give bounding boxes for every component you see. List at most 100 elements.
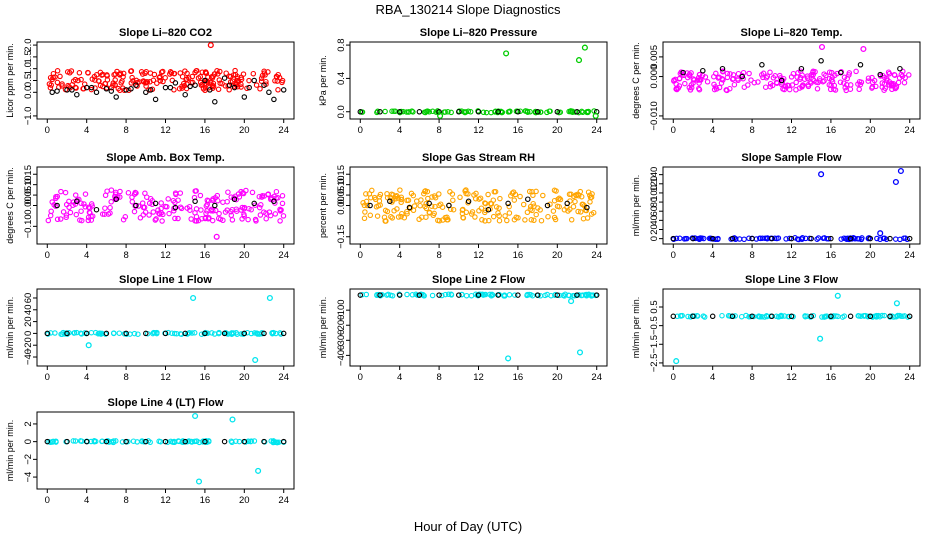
data-point <box>256 204 263 211</box>
data-point <box>568 217 575 223</box>
series-point <box>93 89 100 96</box>
series-point <box>426 200 432 207</box>
data-point <box>477 195 484 201</box>
data-point <box>901 79 908 86</box>
series-point <box>103 438 110 445</box>
series-point <box>74 91 80 98</box>
series-point <box>88 84 95 91</box>
y-tick-label: 0.10 <box>23 175 34 194</box>
data-point <box>193 68 199 74</box>
data-point <box>180 80 187 87</box>
x-tick-label: 4 <box>710 125 715 136</box>
data-point <box>275 71 281 78</box>
panel-title: Slope Gas Stream RH <box>422 152 535 164</box>
series-point <box>226 82 233 88</box>
x-tick-label: 20 <box>552 125 563 136</box>
data-point <box>249 189 256 196</box>
y-tick-label: 140 <box>649 167 660 183</box>
y-tick-label: 0 <box>23 439 34 444</box>
panel-title: Slope Line 4 (LT) Flow <box>108 397 224 409</box>
plot-frame <box>36 411 295 490</box>
data-point <box>265 191 271 198</box>
data-point <box>166 210 172 217</box>
data-point <box>50 70 57 77</box>
data-point <box>901 235 907 241</box>
series-point <box>133 202 139 209</box>
data-point <box>865 235 872 242</box>
data-point <box>137 215 144 221</box>
data-point <box>45 217 52 224</box>
data-point <box>853 68 859 75</box>
x-tick-label: 8 <box>749 250 754 261</box>
data-point <box>719 312 725 319</box>
data-point <box>492 109 498 115</box>
data-point <box>168 438 174 445</box>
data-point <box>738 313 745 320</box>
series-point <box>584 204 590 211</box>
series-point <box>357 292 364 298</box>
series-point <box>396 109 403 115</box>
x-tick-label: 24 <box>591 125 602 136</box>
plot-frame <box>349 41 608 120</box>
data-point <box>234 83 241 90</box>
data-point <box>88 329 95 336</box>
data-point <box>280 213 287 219</box>
data-point <box>48 208 54 215</box>
data-point <box>261 68 267 75</box>
data-point <box>430 212 437 219</box>
x-tick-label: 8 <box>123 372 128 383</box>
x-tick-label: 8 <box>436 125 441 136</box>
data-point <box>413 198 420 204</box>
data-point <box>575 208 581 215</box>
y-tick-label: 0.005 <box>649 45 660 69</box>
data-point <box>496 217 503 224</box>
data-point <box>467 109 474 115</box>
data-point <box>790 70 797 77</box>
series-point <box>739 73 745 80</box>
data-point <box>116 330 123 336</box>
data-point <box>817 78 823 84</box>
data-point <box>139 71 146 77</box>
outlier-point <box>252 356 259 364</box>
data-point <box>262 72 268 78</box>
data-point <box>517 193 523 200</box>
y-tick-label: 60 <box>649 206 660 217</box>
data-point <box>530 192 536 199</box>
series-point <box>172 204 179 211</box>
data-point <box>158 200 164 206</box>
data-point <box>159 218 165 224</box>
data-point <box>268 195 274 202</box>
data-point <box>102 192 109 199</box>
series-point <box>788 235 795 242</box>
series-point <box>266 89 272 96</box>
data-point <box>506 292 513 298</box>
series-point <box>143 438 149 445</box>
data-point <box>277 218 283 224</box>
data-point <box>216 77 223 83</box>
y-axis-label: Licor ppm per min. <box>5 43 15 118</box>
data-point <box>361 202 368 209</box>
y-tick-label: −2.5 <box>649 354 660 373</box>
data-point <box>482 200 489 207</box>
data-point <box>168 70 175 76</box>
data-point <box>112 82 118 88</box>
data-point <box>906 72 912 78</box>
series-point <box>221 75 228 81</box>
data-point <box>178 205 185 212</box>
series-point <box>167 84 174 91</box>
data-point <box>279 79 285 86</box>
series-point <box>212 202 218 209</box>
x-tick-label: 12 <box>786 372 797 383</box>
data-point <box>99 211 106 217</box>
data-point <box>275 87 281 93</box>
series-point <box>847 313 854 320</box>
data-point <box>755 79 761 85</box>
data-point <box>480 109 487 116</box>
data-point <box>146 200 153 207</box>
data-point <box>591 108 597 114</box>
series-point <box>187 83 193 90</box>
data-point <box>495 210 501 216</box>
data-point <box>263 210 269 216</box>
data-point <box>489 291 495 298</box>
series-point <box>241 94 248 100</box>
